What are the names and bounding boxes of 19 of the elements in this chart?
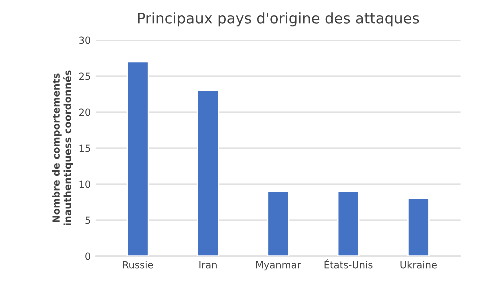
x-tick-label: Ukraine (400, 261, 437, 269)
y-tick-label: 20 (79, 108, 90, 116)
y-tick-label: 15 (80, 144, 90, 152)
x-tick-label: Myanmar (256, 261, 302, 271)
y-tick-label: 30 (80, 36, 90, 44)
y-tick-label: 10 (80, 180, 90, 188)
bar (337, 190, 360, 256)
y-axis-title: Nombre de comportements inauthentiquess coordonnés (52, 70, 74, 226)
bar (407, 198, 430, 256)
x-tick-label: Iran (200, 261, 217, 269)
chart-title: Principaux pays d'origine des attaques (138, 12, 420, 27)
y-tick-label: 5 (86, 216, 90, 224)
x-tick-label: Russie (123, 261, 154, 269)
x-tick-label: États-Unis (324, 260, 373, 269)
bar (126, 61, 150, 256)
y-tick-label: 0 (86, 252, 90, 260)
y-tick-label: 25 (79, 72, 90, 80)
bar (267, 190, 290, 256)
bar (197, 90, 220, 256)
